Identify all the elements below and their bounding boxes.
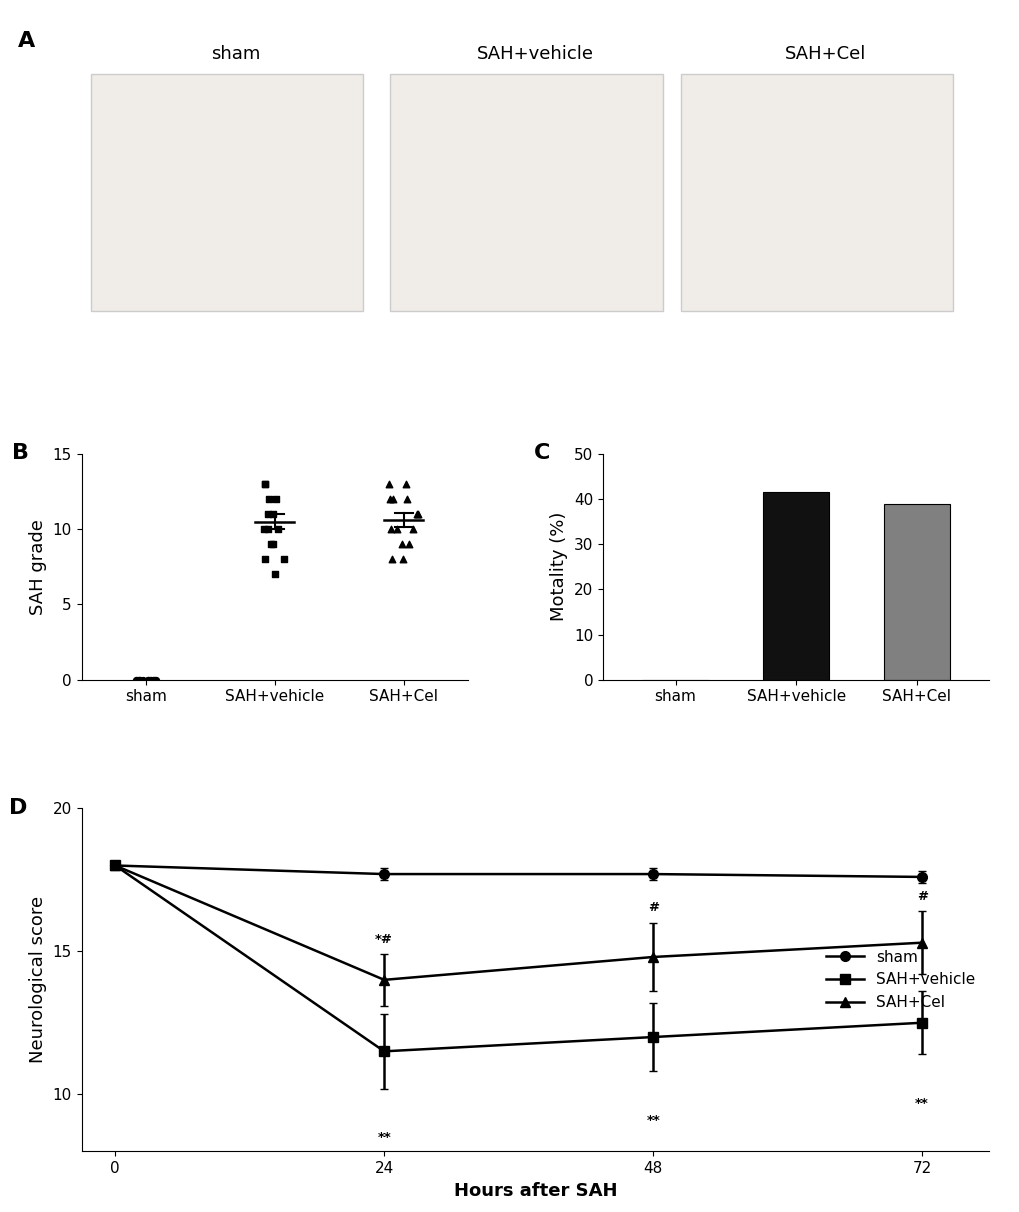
Bar <box>882 504 950 680</box>
Point <box>381 474 397 493</box>
Point <box>410 504 426 524</box>
Point <box>257 474 273 493</box>
Point <box>136 670 152 690</box>
X-axis label: Hours after SAH: Hours after SAH <box>453 1182 616 1200</box>
Text: **: ** <box>377 1131 390 1144</box>
Point <box>146 670 162 690</box>
Point <box>128 670 145 690</box>
Text: **: ** <box>914 1097 928 1110</box>
Point <box>405 520 421 539</box>
Point <box>131 670 148 690</box>
Text: SAH+Cel: SAH+Cel <box>785 45 866 63</box>
Point <box>394 549 411 568</box>
Point <box>400 534 417 554</box>
Point <box>262 534 278 554</box>
Point <box>270 520 286 539</box>
Point <box>383 549 399 568</box>
FancyBboxPatch shape <box>680 74 952 310</box>
Point <box>130 670 147 690</box>
Point <box>393 534 410 554</box>
Point <box>382 520 398 539</box>
Point <box>389 520 406 539</box>
Point <box>148 670 164 690</box>
Point <box>260 504 276 524</box>
Y-axis label: Neurological score: Neurological score <box>30 897 47 1063</box>
Text: B: B <box>12 442 29 463</box>
Text: D: D <box>9 797 28 818</box>
Point <box>147 670 163 690</box>
Point <box>260 520 276 539</box>
Text: #: # <box>916 890 926 903</box>
Text: SAH+vehicle: SAH+vehicle <box>477 45 593 63</box>
Point <box>255 520 271 539</box>
Point <box>140 670 156 690</box>
Legend: sham, SAH+vehicle, SAH+Cel: sham, SAH+vehicle, SAH+Cel <box>819 944 981 1016</box>
Y-axis label: SAH grade: SAH grade <box>30 519 47 614</box>
Point <box>385 490 401 509</box>
Point <box>264 504 280 524</box>
Text: sham: sham <box>211 45 261 63</box>
Point <box>267 565 283 584</box>
Point <box>398 490 415 509</box>
Point <box>275 549 291 568</box>
Point <box>127 670 144 690</box>
Text: #: # <box>647 901 658 914</box>
Point <box>260 490 276 509</box>
Point <box>409 504 425 524</box>
Point <box>257 549 273 568</box>
Point <box>257 474 273 493</box>
Point <box>265 534 281 554</box>
Point <box>143 670 159 690</box>
FancyBboxPatch shape <box>390 74 662 310</box>
Text: A: A <box>18 30 36 51</box>
Point <box>267 490 283 509</box>
Point <box>142 670 158 690</box>
Point <box>397 474 414 493</box>
Text: *#: *# <box>375 932 392 945</box>
Point <box>130 670 147 690</box>
FancyBboxPatch shape <box>91 74 363 310</box>
Text: C: C <box>533 442 549 463</box>
Text: **: ** <box>646 1114 659 1127</box>
Point <box>140 670 156 690</box>
Point <box>381 490 397 509</box>
Point <box>145 670 161 690</box>
Bar <box>762 492 828 680</box>
Y-axis label: Motality (%): Motality (%) <box>550 513 568 622</box>
